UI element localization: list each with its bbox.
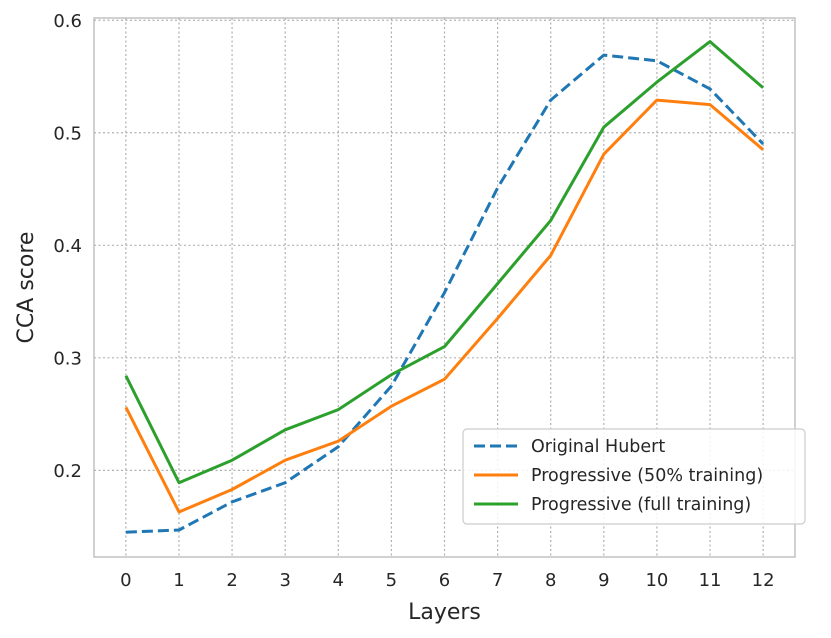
x-tick-label: 0 [120, 570, 131, 591]
series-lines [124, 40, 765, 534]
x-tick-label: 5 [386, 570, 397, 591]
series-line-3 [124, 40, 765, 485]
axes [93, 17, 796, 558]
y-axis-label: CCA score [14, 232, 39, 344]
legend-label-2: Progressive (50% training) [531, 466, 763, 486]
x-tick-label: 6 [439, 570, 450, 591]
series-line-1 [125, 53, 765, 534]
legend-label-3: Progressive (full training) [531, 495, 751, 515]
legend: Original Hubert Progressive (50% training… [462, 428, 806, 525]
x-tick-label: 8 [545, 570, 556, 591]
y-tick-label: 0.3 [53, 348, 82, 369]
x-tick-label: 12 [752, 570, 775, 591]
x-tick-label: 11 [699, 570, 722, 591]
legend-label-1: Original Hubert [531, 437, 665, 457]
y-tick-label: 0.5 [53, 123, 82, 144]
x-tick-label: 3 [279, 570, 290, 591]
x-tick-label: 7 [492, 570, 503, 591]
legend-box [462, 428, 806, 525]
y-tick-label: 0.6 [53, 11, 82, 32]
x-axis-label: Layers [408, 600, 481, 625]
x-tick-label: 2 [226, 570, 237, 591]
series-line-2 [124, 98, 765, 514]
x-tick-label: 1 [173, 570, 184, 591]
plot-frame [93, 17, 796, 558]
x-tick-label: 9 [598, 570, 609, 591]
y-tick-label: 0.2 [53, 461, 82, 482]
x-tick-label: 10 [645, 570, 668, 591]
y-tick-label: 0.4 [53, 236, 82, 257]
tick-labels: 0 1 2 3 4 5 6 7 8 9 10 11 120.20.30.40.50.6 [53, 11, 774, 591]
x-tick-label: 4 [333, 570, 344, 591]
